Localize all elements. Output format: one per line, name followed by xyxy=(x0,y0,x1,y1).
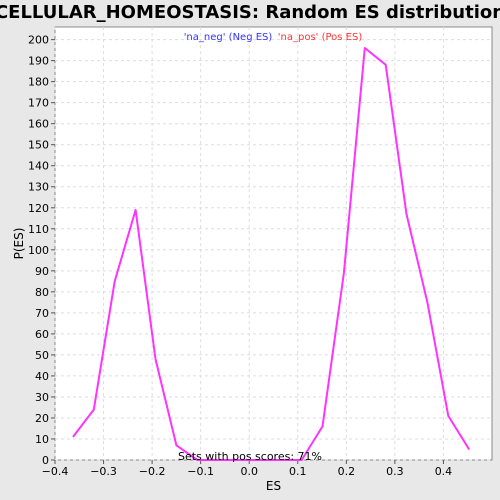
x-tick-label: −0.3 xyxy=(90,465,117,478)
y-tick-label: 80 xyxy=(35,286,49,299)
y-tick-label: 40 xyxy=(35,370,49,383)
x-tick-label: −0.2 xyxy=(139,465,166,478)
legend-entry: 'na_pos' (Pos ES) xyxy=(278,32,363,43)
x-tick-label: −0.1 xyxy=(187,465,214,478)
y-tick-label: 70 xyxy=(35,307,49,320)
annotation: Sets with pos scores: 71% xyxy=(178,450,322,463)
legend: 'na_neg' (Neg ES) 'na_pos' (Pos ES) xyxy=(184,32,363,43)
x-tick-label: 0.0 xyxy=(240,465,258,478)
y-axis-label: P(ES) xyxy=(12,228,26,260)
y-tick-label: 130 xyxy=(28,181,49,194)
x-tick-label: 0.3 xyxy=(386,465,404,478)
y-tick-label: 60 xyxy=(35,328,49,341)
x-tick-label: 0.2 xyxy=(338,465,356,478)
y-tick-label: 0 xyxy=(42,454,49,467)
x-axis-label: ES xyxy=(266,479,281,493)
y-tick-label: 170 xyxy=(28,97,49,110)
legend-entry: 'na_neg' (Neg ES) xyxy=(184,32,273,43)
x-tick-label: 0.1 xyxy=(289,465,307,478)
y-tick-label: 100 xyxy=(28,244,49,257)
y-tick-label: 160 xyxy=(28,118,49,131)
y-tick-label: 10 xyxy=(35,433,49,446)
chart-title: CELLULAR_HOMEOSTASIS: Random ES distribu… xyxy=(0,2,500,23)
y-tick-label: 110 xyxy=(28,223,49,236)
y-tick-label: 190 xyxy=(28,55,49,68)
y-tick-label: 120 xyxy=(28,202,49,215)
series-layer xyxy=(72,47,471,461)
y-tick-label: 200 xyxy=(28,34,49,47)
y-tick-label: 140 xyxy=(28,160,49,173)
y-tick-label: 150 xyxy=(28,139,49,152)
y-tick-label: 90 xyxy=(35,265,49,278)
y-tick-label: 180 xyxy=(28,76,49,89)
plot-area xyxy=(54,26,493,461)
y-tick-label: 20 xyxy=(35,412,49,425)
axis-layer: 0 10 20 30 40 50 60 70 80 90 100 110 120 130 140 150 160… xyxy=(28,34,452,478)
y-tick-label: 50 xyxy=(35,349,49,362)
series-line xyxy=(72,47,471,461)
y-tick-label: 30 xyxy=(35,391,49,404)
x-tick-label: −0.4 xyxy=(42,465,69,478)
x-tick-label: 0.4 xyxy=(435,465,453,478)
